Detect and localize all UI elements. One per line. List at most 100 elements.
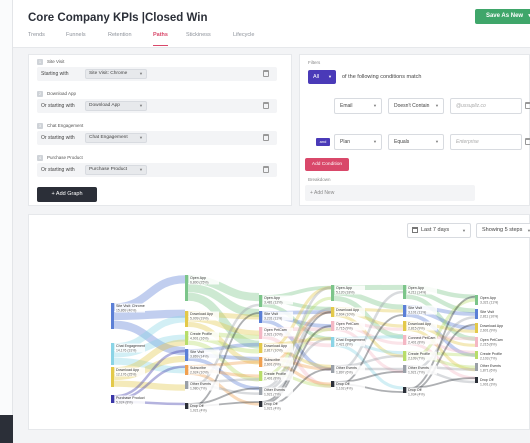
sankey-node-label: Drop Off bbox=[336, 382, 350, 386]
tab-retention[interactable]: Retention bbox=[108, 32, 132, 38]
sankey-node-label: Other Events bbox=[190, 382, 211, 386]
sankey-node[interactable] bbox=[475, 377, 478, 383]
sankey-node[interactable] bbox=[185, 381, 188, 389]
sankey-node[interactable] bbox=[403, 285, 406, 299]
property-select[interactable]: Email ▼ bbox=[334, 98, 382, 114]
sankey-node[interactable] bbox=[403, 305, 406, 317]
trash-icon[interactable] bbox=[263, 134, 269, 141]
event-select[interactable]: Site Visit: Chrome ▼ bbox=[85, 69, 147, 79]
sankey-node-label: Drop Off bbox=[264, 402, 278, 406]
trash-icon[interactable] bbox=[263, 166, 269, 173]
sankey-node[interactable] bbox=[403, 351, 406, 361]
filters-panel: Filters All ▼ of the following conditions… bbox=[299, 54, 530, 206]
save-as-new-button[interactable]: Save As New ▼ bbox=[475, 9, 530, 24]
chevron-down-icon[interactable]: ▼ bbox=[527, 13, 530, 19]
sankey-node[interactable] bbox=[259, 343, 262, 353]
sankey-node[interactable] bbox=[111, 395, 114, 403]
event-select[interactable]: Chat Engagement ▼ bbox=[85, 133, 147, 143]
steps-count-select[interactable]: Showing 5 steps ▼ bbox=[476, 223, 530, 238]
sankey-node[interactable] bbox=[111, 303, 114, 329]
sankey-node-label: Site Visit bbox=[408, 306, 422, 310]
sankey-node[interactable] bbox=[475, 295, 478, 305]
sankey-node-value: 3,869 (14%) bbox=[190, 354, 208, 358]
event-select[interactable]: Download App ▼ bbox=[85, 101, 147, 111]
trash-icon[interactable] bbox=[263, 70, 269, 77]
sankey-node[interactable] bbox=[111, 367, 114, 387]
sankey-node[interactable] bbox=[331, 285, 334, 301]
sankey-node[interactable] bbox=[331, 365, 334, 373]
sankey-node[interactable] bbox=[403, 387, 406, 393]
sankey-node[interactable] bbox=[259, 327, 262, 339]
sankey-label-bg bbox=[189, 275, 219, 285]
property-select-value: Plan bbox=[340, 139, 351, 145]
sankey-node-value: 1,021 (4%) bbox=[190, 408, 207, 412]
sankey-node-value: 1,897 (6%) bbox=[336, 370, 353, 374]
path-steps-panel: 1 Site Visit Starting with Site Visit: C… bbox=[28, 54, 292, 206]
sankey-node[interactable] bbox=[185, 311, 188, 327]
sankey-node[interactable] bbox=[259, 387, 262, 395]
sankey-node[interactable] bbox=[259, 357, 262, 367]
sankey-link bbox=[261, 286, 332, 390]
chevron-down-icon: ▼ bbox=[373, 103, 377, 108]
add-graph-button[interactable]: + Add Graph bbox=[37, 187, 97, 202]
sankey-node[interactable] bbox=[403, 321, 406, 331]
sankey-node[interactable] bbox=[185, 365, 188, 375]
trash-icon[interactable] bbox=[525, 102, 530, 109]
sankey-node[interactable] bbox=[403, 365, 406, 373]
tab-funnels[interactable]: Funnels bbox=[66, 32, 86, 38]
conditions-text: of the following conditions match bbox=[342, 74, 422, 80]
sankey-node-value: 2,921 (10%) bbox=[264, 332, 282, 336]
sankey-node[interactable] bbox=[185, 331, 188, 345]
sankey-node[interactable] bbox=[475, 323, 478, 333]
match-all-select[interactable]: All ▼ bbox=[308, 70, 336, 84]
value-input[interactable]: @ussupliz.co bbox=[450, 98, 522, 114]
tab-stickiness[interactable]: Stickiness bbox=[186, 32, 211, 38]
date-range-select[interactable]: Last 7 days ▼ bbox=[407, 223, 471, 238]
sankey-node[interactable] bbox=[259, 311, 262, 323]
sankey-node[interactable] bbox=[111, 343, 114, 365]
sankey-node[interactable] bbox=[185, 403, 188, 409]
sankey-label-bg bbox=[335, 285, 365, 295]
sankey-node[interactable] bbox=[403, 335, 406, 345]
breakdown-input[interactable]: + Add New bbox=[305, 185, 475, 201]
chevron-down-icon: ▼ bbox=[527, 228, 530, 233]
operator-select[interactable]: Equals ▼ bbox=[388, 134, 444, 150]
operator-select[interactable]: Doesn't Contain ▼ bbox=[388, 98, 444, 114]
step-row: Or starting with Chat Engagement ▼ bbox=[37, 131, 277, 145]
event-select-value: Download App bbox=[89, 103, 120, 108]
add-condition-button[interactable]: Add Condition bbox=[305, 158, 349, 171]
sankey-node[interactable] bbox=[259, 371, 262, 381]
sankey-node[interactable] bbox=[475, 309, 478, 319]
sankey-node[interactable] bbox=[331, 337, 334, 347]
sankey-node[interactable] bbox=[185, 275, 188, 301]
sankey-node-label: Download App bbox=[480, 324, 503, 328]
sankey-node[interactable] bbox=[259, 401, 262, 407]
sankey-node[interactable] bbox=[259, 295, 262, 307]
tab-trends[interactable]: Trends bbox=[28, 32, 45, 38]
sankey-node[interactable] bbox=[331, 381, 334, 387]
sankey-node[interactable] bbox=[331, 321, 334, 331]
tab-lifecycle[interactable]: Lifecycle bbox=[233, 32, 255, 38]
sankey-label-bg bbox=[189, 311, 219, 321]
sankey-node-label: Site Visit: Chrome bbox=[116, 304, 145, 308]
tab-paths[interactable]: Paths bbox=[153, 32, 168, 46]
event-select[interactable]: Purchase Product ▼ bbox=[85, 165, 147, 175]
calendar-icon bbox=[412, 227, 418, 233]
step-title: Site Visit bbox=[47, 59, 65, 64]
sankey-node-value: 2,401 (8%) bbox=[264, 376, 281, 380]
sankey-link bbox=[261, 319, 332, 371]
property-select[interactable]: Plan ▼ bbox=[334, 134, 382, 150]
value-input[interactable]: Enterprise bbox=[450, 134, 522, 150]
sankey-node-value: 2,601 (9%) bbox=[480, 328, 497, 332]
sankey-node-label: Download App bbox=[336, 308, 359, 312]
sankey-node[interactable] bbox=[475, 363, 478, 371]
step-row: Starting with Site Visit: Chrome ▼ bbox=[37, 67, 277, 81]
sankey-node[interactable] bbox=[475, 337, 478, 347]
sankey-node-label: Create Profile bbox=[408, 352, 430, 356]
trash-icon[interactable] bbox=[263, 102, 269, 109]
sankey-node[interactable] bbox=[185, 349, 188, 361]
sankey-node[interactable] bbox=[331, 307, 334, 317]
sankey-node[interactable] bbox=[475, 351, 478, 359]
trash-icon[interactable] bbox=[525, 138, 530, 145]
sankey-label-bg bbox=[115, 343, 145, 353]
